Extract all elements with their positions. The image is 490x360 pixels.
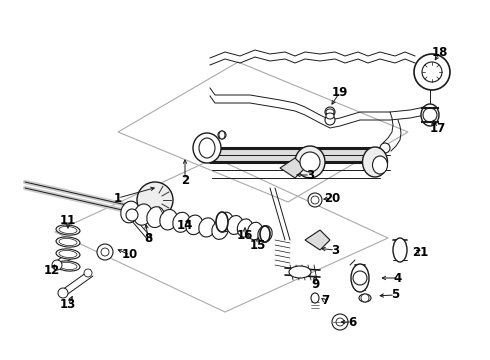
Polygon shape [305,230,330,250]
Ellipse shape [160,210,177,230]
Ellipse shape [237,219,253,237]
Ellipse shape [199,218,216,237]
Circle shape [336,318,344,326]
Ellipse shape [359,294,371,302]
Circle shape [218,131,226,139]
Circle shape [308,193,322,207]
Text: 9: 9 [311,279,319,292]
Text: 18: 18 [432,45,448,59]
Ellipse shape [193,133,221,163]
Text: 14: 14 [177,219,193,231]
Ellipse shape [227,216,243,234]
Ellipse shape [56,237,80,247]
Text: 21: 21 [412,246,428,258]
Circle shape [325,115,335,125]
Text: 4: 4 [394,271,402,284]
Text: 15: 15 [250,239,266,252]
Ellipse shape [393,238,407,262]
Circle shape [422,62,442,82]
Ellipse shape [217,212,233,232]
Ellipse shape [289,266,311,278]
Text: 13: 13 [60,298,76,311]
Ellipse shape [216,212,228,232]
Ellipse shape [147,207,165,228]
Ellipse shape [326,113,334,119]
Text: 11: 11 [60,213,76,226]
Circle shape [311,196,319,204]
FancyBboxPatch shape [210,148,385,162]
Circle shape [84,269,92,277]
Circle shape [97,244,113,260]
Ellipse shape [56,225,80,235]
Text: 1: 1 [114,192,122,204]
Text: 16: 16 [237,229,253,242]
Circle shape [325,107,335,117]
Polygon shape [280,158,305,178]
Ellipse shape [121,201,139,223]
Ellipse shape [260,226,270,242]
Circle shape [52,260,62,270]
Text: 19: 19 [332,86,348,99]
Circle shape [361,294,369,302]
Text: 7: 7 [321,294,329,307]
Text: 20: 20 [324,192,340,204]
Text: 5: 5 [391,288,399,302]
Circle shape [423,108,437,122]
Text: 17: 17 [430,122,446,135]
Ellipse shape [326,109,334,115]
Circle shape [58,288,68,298]
Ellipse shape [59,238,77,246]
Ellipse shape [56,261,80,271]
Circle shape [126,209,138,221]
Circle shape [332,314,348,330]
Circle shape [101,248,109,256]
Ellipse shape [311,293,319,303]
Ellipse shape [258,226,272,242]
Text: 3: 3 [306,168,314,181]
Ellipse shape [59,226,77,234]
Circle shape [353,271,367,285]
Ellipse shape [351,264,369,292]
Ellipse shape [421,104,439,126]
Ellipse shape [59,262,77,270]
Ellipse shape [134,204,152,225]
Ellipse shape [212,221,228,239]
Text: 6: 6 [348,315,356,328]
Text: 12: 12 [44,264,60,276]
Circle shape [300,152,320,172]
Ellipse shape [219,131,225,139]
Text: 10: 10 [122,248,138,261]
Circle shape [414,54,450,90]
Ellipse shape [372,156,388,174]
Circle shape [380,143,390,153]
Ellipse shape [59,251,77,257]
Ellipse shape [186,215,203,235]
Ellipse shape [56,249,80,259]
Ellipse shape [363,147,388,177]
Ellipse shape [173,212,190,232]
Circle shape [137,182,173,218]
Ellipse shape [295,146,325,178]
Text: 3: 3 [331,243,339,257]
Text: 8: 8 [144,231,152,244]
Text: 2: 2 [181,174,189,186]
Ellipse shape [247,222,263,240]
Ellipse shape [199,138,215,158]
